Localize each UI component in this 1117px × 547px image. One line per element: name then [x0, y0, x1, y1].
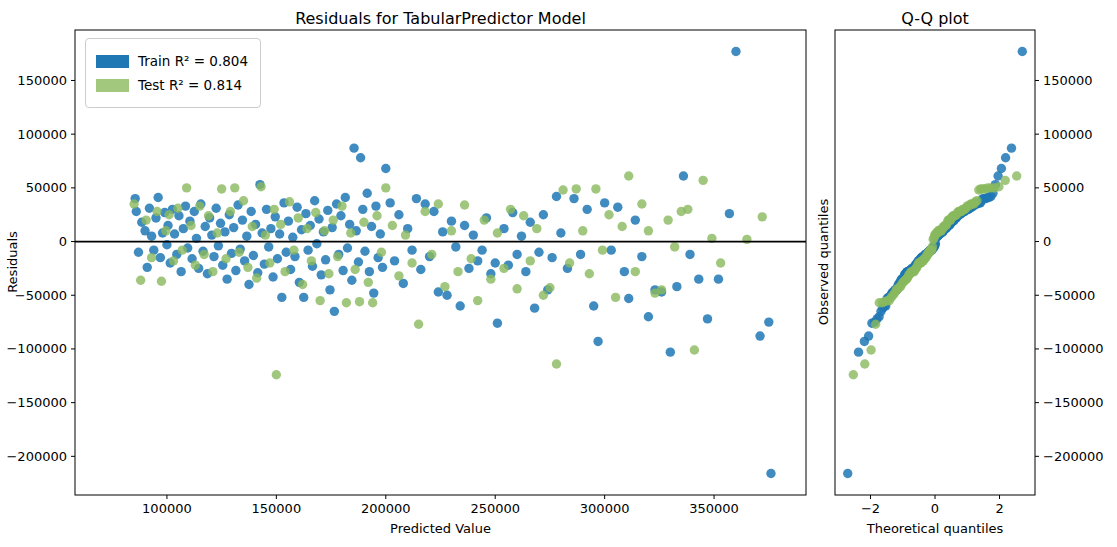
y-tick-label: −150000: [1043, 395, 1104, 410]
axes-spine: [835, 30, 1035, 495]
qq-plot-ylabel: Observed quantiles: [816, 199, 831, 325]
x-tick-label: −2: [861, 501, 880, 516]
x-tick-label: 350000: [689, 501, 739, 516]
y-tick-label: 100000: [1043, 127, 1093, 142]
qq-plot-xlabel: Theoretical quantiles: [815, 521, 1055, 536]
y-tick-label: −100000: [1043, 341, 1104, 356]
legend-item-train: Train R² = 0.804: [96, 50, 248, 72]
legend: Train R² = 0.804 Test R² = 0.814: [85, 38, 261, 108]
qq-test-points: [849, 171, 1022, 379]
left-plot-title: Residuals for TabularPredictor Model: [75, 9, 806, 28]
y-tick-label: 0: [1043, 234, 1051, 249]
y-tick-label: 150000: [1043, 73, 1093, 88]
y-tick-label: 50000: [1043, 180, 1084, 195]
figure: 1000001500002000002500003000003500001500…: [0, 0, 1117, 547]
legend-label-train: Train R² = 0.804: [138, 53, 248, 69]
y-tick-label: −200000: [1043, 449, 1104, 464]
qq-train-points: [843, 47, 1027, 478]
y-tick-label: 50000: [26, 180, 67, 195]
y-tick-label: −200000: [6, 449, 67, 464]
x-tick-label: 0: [931, 501, 939, 516]
x-axis-ticks: 100000 150000 200000 250000 300000 350000: [142, 495, 739, 516]
x-tick-label: 250000: [470, 501, 520, 516]
y-tick-label: −150000: [6, 395, 67, 410]
x-tick-label: 150000: [252, 501, 302, 516]
x-tick-label: 2: [995, 501, 1003, 516]
legend-label-test: Test R² = 0.814: [138, 77, 242, 93]
legend-swatch-test-icon: [96, 79, 129, 92]
y-tick-label: 150000: [17, 73, 67, 88]
y-tick-label: −100000: [6, 341, 67, 356]
left-plot-ylabel: Residuals: [5, 231, 20, 293]
y-tick-label: −50000: [15, 288, 67, 303]
x-tick-label: 100000: [142, 501, 192, 516]
x-tick-label: 300000: [580, 501, 630, 516]
legend-item-test: Test R² = 0.814: [96, 74, 248, 96]
left-plot-xlabel: Predicted Value: [75, 521, 806, 536]
y-tick-label: 100000: [17, 127, 67, 142]
y-axis-ticks: 150000 100000 50000 0 −50000 −100000 −150000 −2…: [1035, 73, 1104, 464]
y-tick-label: 0: [59, 234, 67, 249]
qq-plot-title: Q-Q plot: [835, 9, 1035, 28]
legend-swatch-train-icon: [96, 55, 129, 68]
y-tick-label: −50000: [1043, 288, 1095, 303]
x-axis-ticks: −2 0 2: [861, 495, 1004, 516]
x-tick-label: 200000: [361, 501, 411, 516]
